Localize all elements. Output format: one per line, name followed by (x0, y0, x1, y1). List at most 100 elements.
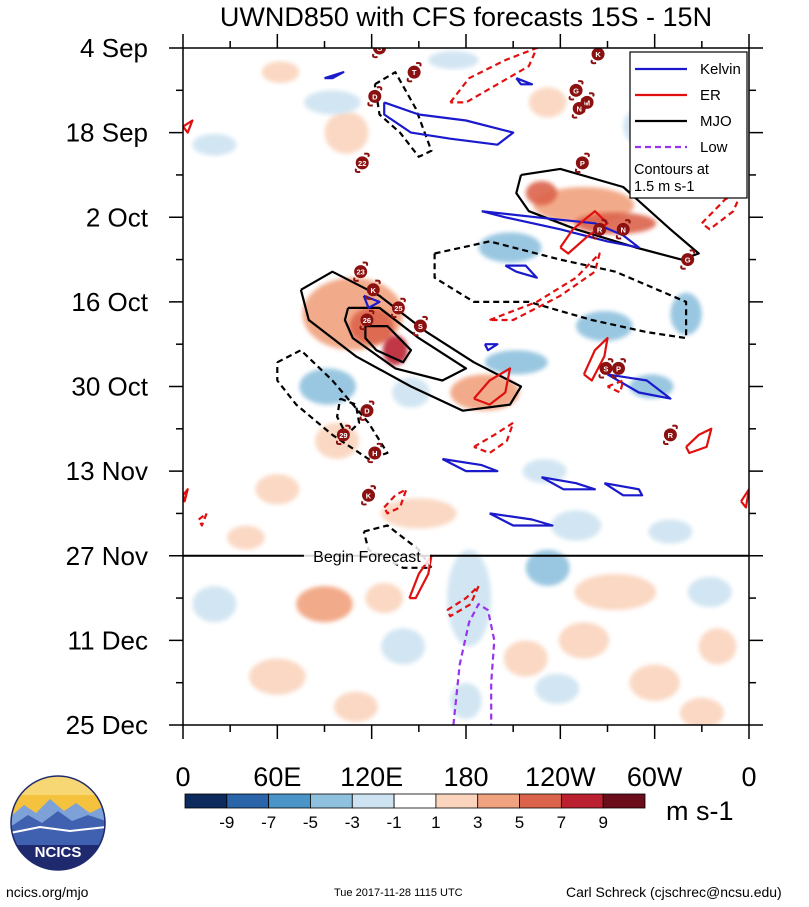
colorbar-segment (560, 793, 604, 809)
cyclone-dot (355, 156, 369, 170)
anomaly-patch (528, 87, 567, 118)
cyclone-marker: D (367, 86, 383, 107)
footer-timestamp: Tue 2017-11-28 1115 UTC (334, 887, 463, 899)
colorbar-label: 5 (515, 813, 524, 832)
x-tick-label: 0 (175, 762, 190, 792)
cyclone-dot (575, 156, 589, 170)
anomaly-patch (450, 682, 482, 719)
cyclone-dot (593, 222, 607, 236)
cyclone-tail (376, 86, 383, 91)
cyclone-marker: P (611, 358, 626, 379)
cyclone-dot (360, 313, 374, 327)
anomaly-patch (503, 640, 548, 677)
footer-author: Carl Schreck (cjschrec@ncsu.edu) (566, 884, 782, 900)
anomaly-patch (192, 133, 237, 156)
cyclone-tail (345, 424, 351, 430)
cyclone-tail (415, 61, 422, 67)
y-tick-label: 13 Nov (66, 456, 148, 486)
er-contour (607, 379, 625, 394)
cyclone-label: 23 (356, 268, 364, 277)
cyclone-marker: K (361, 485, 377, 506)
cyclone-tail (615, 234, 622, 240)
cyclone-tail (368, 400, 375, 406)
colorbar-label: -5 (303, 813, 318, 832)
er-contour (183, 488, 189, 503)
cyclone-tail (390, 313, 397, 319)
anomaly-patch (629, 664, 680, 701)
anomaly-patch (558, 622, 610, 659)
cyclone-dot (362, 488, 376, 502)
anomaly-patch (525, 180, 558, 206)
cyclone-tail (588, 92, 595, 97)
anomaly-patch (687, 576, 732, 608)
cyclone-label: 26 (363, 316, 371, 325)
cyclone-tail (568, 95, 575, 101)
cyclone-dot (681, 253, 695, 267)
cyclone-tail (365, 295, 372, 300)
cyclone-label: K (366, 491, 372, 500)
logo-text: NCICS (35, 844, 82, 861)
colorbar-label: 7 (557, 813, 566, 832)
cyclone-marker: 22 (354, 152, 370, 174)
anomaly-patch (192, 585, 237, 623)
cyclone-tail (611, 373, 617, 379)
anomaly-patch (333, 691, 378, 722)
legend-label: Low (700, 139, 728, 156)
cyclone-dot (612, 361, 626, 375)
y-tick-label: 18 Sep (66, 118, 148, 148)
legend-note: Contours at (634, 162, 709, 178)
mjo-contour (433, 240, 688, 340)
cyclone-tail (592, 234, 598, 240)
anomaly-patch (525, 549, 570, 586)
er-contour (408, 554, 433, 600)
cyclone-label: D (372, 92, 378, 101)
kelvin-contour (489, 512, 554, 527)
cyclone-marker: G (680, 249, 696, 270)
colorbar-label: -3 (345, 813, 360, 832)
cyclone-label: M (584, 98, 590, 107)
cyclone-tail (406, 77, 413, 83)
cyclone-label: 22 (358, 159, 366, 168)
cyclone-dot (360, 404, 374, 418)
cyclone-tail (376, 442, 383, 448)
anomaly-patch (382, 335, 408, 366)
legend-note: 1.5 m s-1 (634, 179, 694, 195)
y-tick-label: 2 Oct (86, 202, 149, 232)
cyclone-label: P (616, 364, 621, 373)
cyclone-dot (572, 101, 586, 115)
cyclone-dot (569, 83, 583, 97)
cyclone-label: G (377, 44, 383, 53)
cyclone-marker: H (367, 442, 383, 464)
colorbar-segment (393, 793, 437, 809)
colorbar-label: -1 (387, 813, 402, 832)
cyclone-tail (689, 249, 696, 255)
y-tick-label: 25 Dec (66, 710, 148, 740)
colorbar-segment (184, 793, 228, 809)
cyclone-tail (354, 168, 361, 174)
cyclone-tail (422, 315, 428, 321)
y-tick-label: 27 Nov (66, 541, 148, 571)
cyclone-tail (607, 358, 614, 363)
colorbar-segment (226, 793, 270, 809)
cyclone-label: K (371, 286, 377, 295)
colorbar-label: 1 (431, 813, 440, 832)
cyclone-tail (584, 152, 590, 158)
cyclone-dot (336, 428, 350, 442)
anomaly-patch (261, 61, 300, 84)
er-contour (197, 512, 208, 527)
cyclone-tail (361, 500, 367, 506)
cyclone-tail (577, 80, 584, 85)
anomaly-patch (296, 585, 353, 623)
cyclone-label: G (573, 86, 579, 95)
legend-label: MJO (700, 113, 732, 130)
y-tick-label: 16 Oct (71, 287, 148, 317)
cyclone-tail (601, 219, 608, 224)
chart-title: UWND850 with CFS forecasts 15S - 15N (219, 2, 713, 32)
colorbar-segment (602, 793, 646, 809)
cyclone-dot (373, 48, 387, 55)
er-contour (489, 252, 601, 322)
cyclone-marker: S (598, 358, 614, 379)
anomaly-patch (648, 519, 693, 544)
cyclone-tail (574, 168, 581, 174)
